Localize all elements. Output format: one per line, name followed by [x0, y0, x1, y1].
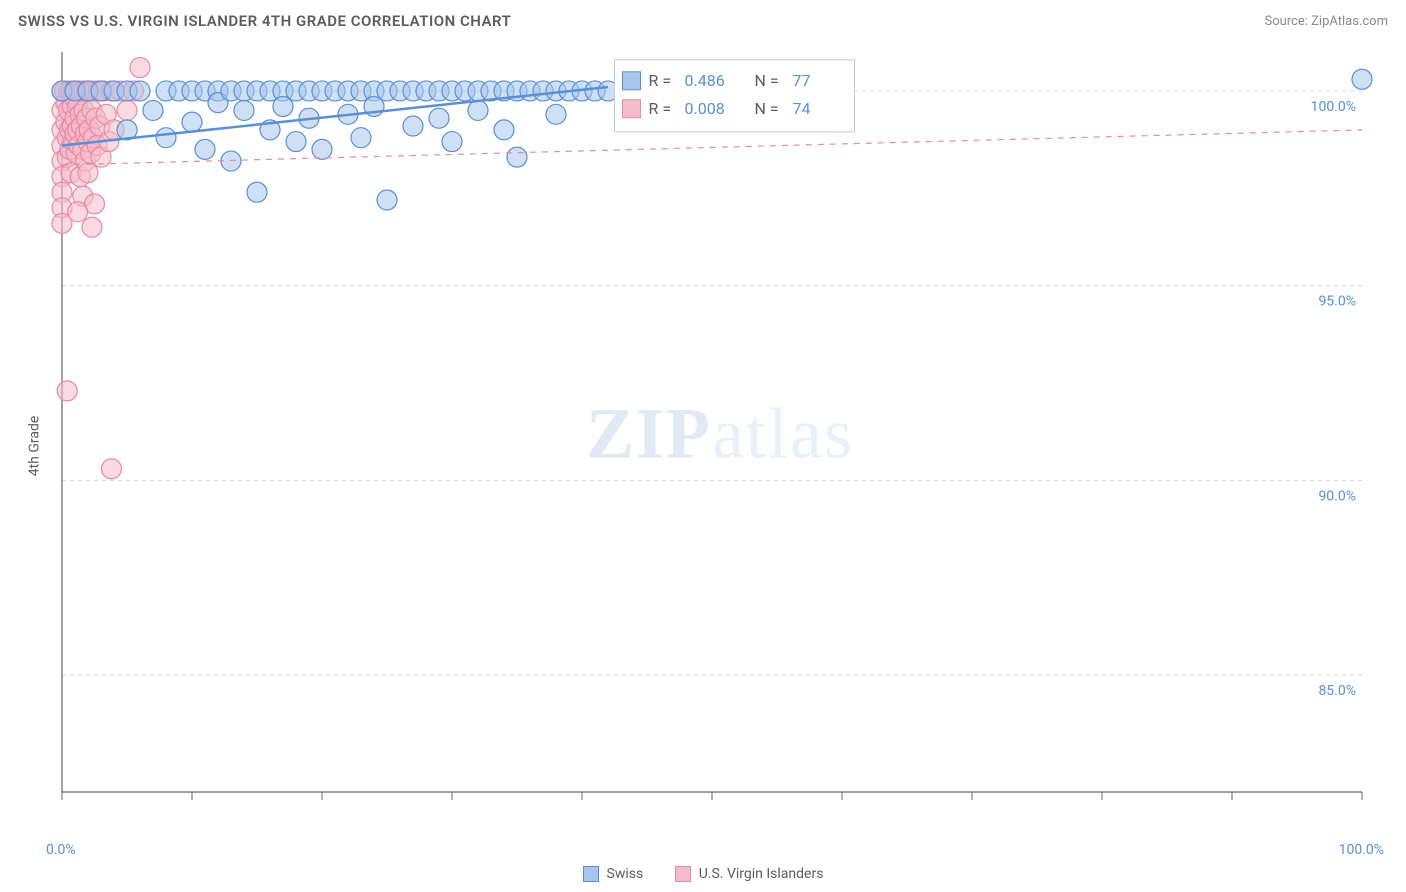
bottom-legend: Swiss U.S. Virgin Islanders: [0, 866, 1406, 886]
scatter-chart: 85.0% 90.0% 95.0% 100.0% R = 0.486 N = 77 R = 0.0…: [50, 44, 1390, 824]
source-label: Source: ZipAtlas.com: [1264, 14, 1388, 29]
svg-text:R =: R =: [649, 71, 672, 90]
svg-text:90.0%: 90.0%: [1318, 488, 1356, 504]
y-axis-label: 4th Grade: [26, 416, 42, 477]
legend-label-swiss: Swiss: [607, 866, 644, 882]
x-axis-min-label: 0.0%: [46, 842, 76, 858]
chart-title: SWISS VS U.S. VIRGIN ISLANDER 4TH GRADE …: [18, 12, 511, 30]
svg-text:77: 77: [793, 71, 811, 90]
legend-item-usvi: U.S. Virgin Islanders: [675, 866, 824, 882]
svg-text:R =: R =: [649, 99, 672, 118]
legend-item-swiss: Swiss: [583, 866, 644, 882]
legend-label-usvi: U.S. Virgin Islanders: [699, 866, 824, 882]
x-axis-max-label: 100.0%: [1339, 842, 1384, 858]
svg-text:N =: N =: [755, 71, 779, 90]
svg-text:85.0%: 85.0%: [1318, 683, 1356, 699]
legend-swatch-swiss: [583, 866, 599, 882]
svg-text:0.486: 0.486: [685, 71, 725, 90]
svg-text:N =: N =: [755, 99, 779, 118]
svg-text:100.0%: 100.0%: [1311, 99, 1356, 115]
legend-swatch-usvi: [675, 866, 691, 882]
svg-text:0.008: 0.008: [685, 99, 725, 118]
chart-container: 85.0% 90.0% 95.0% 100.0% R = 0.486 N = 77 R = 0.0…: [50, 44, 1390, 824]
svg-text:74: 74: [793, 99, 811, 118]
svg-text:95.0%: 95.0%: [1318, 294, 1356, 310]
